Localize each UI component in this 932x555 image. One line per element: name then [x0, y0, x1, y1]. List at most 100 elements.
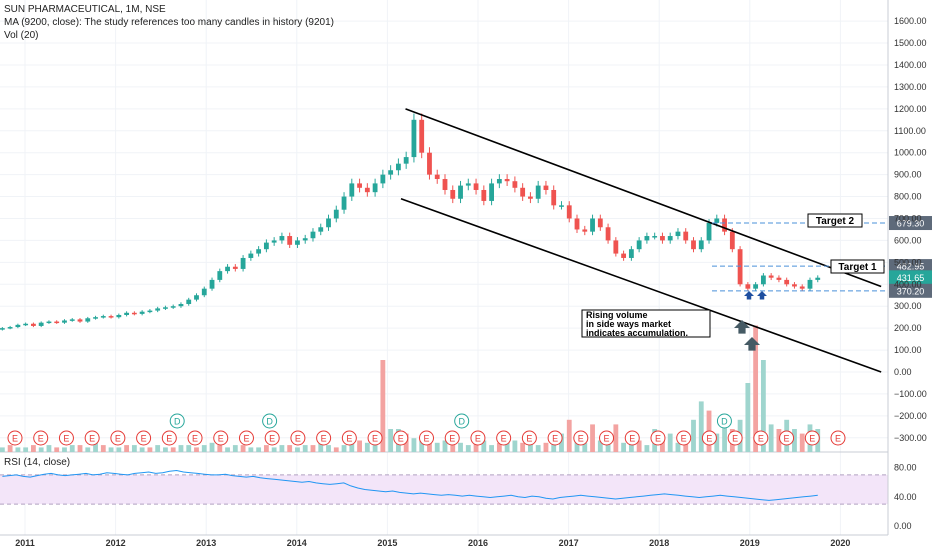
candle-body [722, 218, 727, 232]
earnings-marker-label: E [578, 434, 584, 444]
candle [582, 225, 588, 236]
volume-bar [201, 445, 207, 452]
volume-bar [714, 433, 720, 452]
candle-body [170, 306, 176, 308]
earnings-marker-label: E [63, 434, 69, 444]
candle-body [77, 319, 83, 322]
candle-body [357, 183, 362, 188]
candle-body [15, 324, 21, 328]
candle [178, 302, 184, 308]
candle-body [100, 316, 106, 318]
candle [372, 178, 378, 197]
earnings-marker-circle [58, 430, 74, 446]
earnings-marker-circle [264, 430, 280, 446]
candle-body [217, 271, 223, 280]
candle [380, 169, 386, 189]
volume-bar [341, 445, 347, 452]
earnings-marker: E [701, 430, 717, 446]
earnings-marker-label: E [732, 434, 738, 444]
candle-body [147, 310, 153, 313]
candle-body [186, 299, 192, 305]
candle [295, 237, 300, 248]
earnings-marker-circle [393, 430, 409, 446]
rsi-axis-labels: 80.00 40.00 0.00 [894, 463, 917, 531]
earnings-marker-label: E [295, 434, 301, 444]
candle [388, 165, 394, 180]
candle-body [372, 183, 378, 193]
candle [660, 232, 665, 244]
volume-bar [326, 445, 331, 452]
earnings-marker-label: E [141, 434, 147, 444]
candle-body [131, 312, 137, 315]
price-tick-label: 1400.00 [894, 60, 927, 70]
candle [792, 282, 797, 289]
candle [807, 277, 813, 291]
earnings-marker-circle [316, 430, 332, 446]
volume-bar [442, 440, 448, 452]
candle [784, 277, 790, 287]
earnings-marker: E [573, 430, 589, 446]
volume-bar [698, 401, 704, 452]
earnings-marker: E [33, 430, 49, 446]
dividend-marker: D [169, 413, 185, 429]
candle [411, 113, 417, 163]
time-tick-label: 2012 [106, 538, 126, 548]
earnings-marker: E [367, 430, 383, 446]
channel-upper-line [405, 108, 882, 288]
candle [489, 178, 494, 206]
candle [574, 214, 580, 234]
earnings-marker-label: E [706, 434, 712, 444]
time-tick-label: 2015 [377, 538, 397, 548]
candle [85, 316, 91, 323]
candle [419, 113, 425, 159]
candle [263, 239, 269, 253]
rsi-band [0, 474, 888, 505]
candle [605, 223, 611, 244]
earnings-marker: E [264, 430, 280, 446]
candle-body [54, 321, 60, 324]
earnings-marker-circle [161, 430, 177, 446]
earnings-marker: E [624, 430, 640, 446]
candle [613, 237, 619, 257]
candle [170, 304, 176, 309]
candle [7, 325, 13, 330]
candle [496, 174, 502, 189]
candle [465, 178, 471, 191]
candle [318, 223, 324, 236]
earnings-marker-circle [779, 430, 795, 446]
volume-bar [792, 429, 797, 452]
ma-study-label: MA (9200, close): The study references t… [4, 17, 334, 28]
earnings-marker: E [58, 430, 74, 446]
candle-body [691, 240, 696, 250]
candle-body [675, 231, 681, 237]
volume-bar [54, 447, 60, 452]
candle [186, 297, 192, 306]
target1-label: Target 1 [838, 262, 877, 273]
earnings-marker: E [341, 430, 357, 446]
earnings-marker-label: E [655, 434, 661, 444]
volume-bar [302, 445, 308, 452]
candle-body [667, 236, 673, 241]
channel-lower-line [400, 198, 882, 373]
time-tick-label: 2019 [740, 538, 760, 548]
dividend-marker-circle [169, 413, 185, 429]
earnings-marker: E [84, 430, 100, 446]
volume-bar [582, 442, 588, 452]
time-axis-labels: 2011 2012 2013 2014 2015 2016 2017 2018 2019 2020 [15, 538, 850, 548]
volume-bar [31, 445, 36, 452]
volume-bar [69, 445, 75, 452]
earnings-marker: E [496, 430, 512, 446]
volume-bar [543, 442, 549, 452]
volume-bar [644, 445, 650, 452]
volume-bar [139, 447, 145, 452]
candle-body [776, 277, 782, 280]
price-tick-label: −100.00 [894, 389, 927, 399]
price-tick-label: 1100.00 [894, 126, 926, 136]
price-label-box [889, 283, 932, 298]
candle-body [178, 304, 184, 307]
earnings-marker: E [753, 430, 769, 446]
candle [287, 232, 293, 248]
volume-bar [124, 445, 130, 452]
